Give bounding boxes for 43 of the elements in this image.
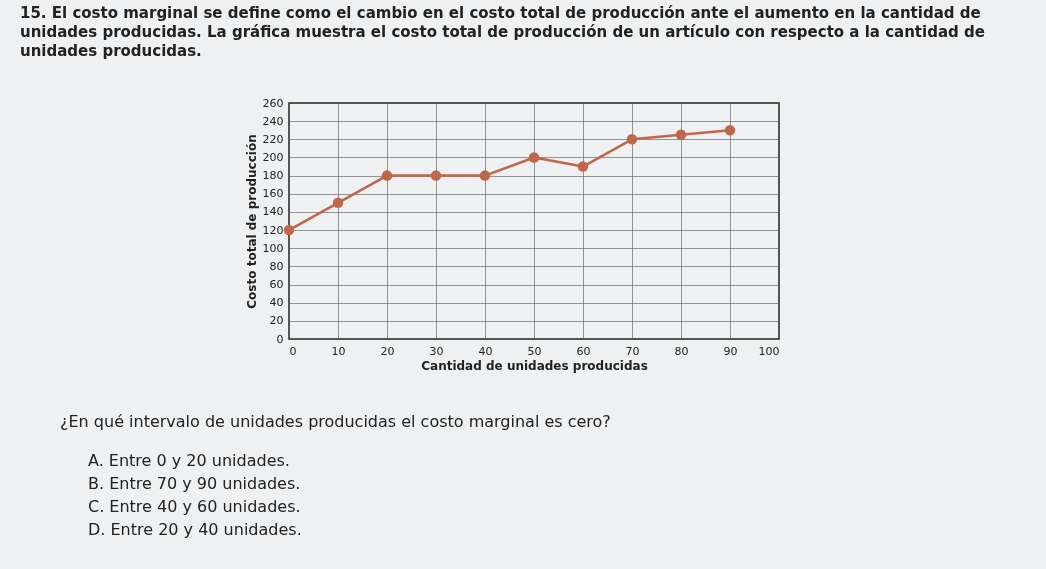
x-tick-label: 100 [758,344,780,358]
y-tick-label: 220 [262,132,284,146]
text: D. Entre 20 y 40 unidades. [87,519,303,541]
chart-title: 15. El costo marginal se define como el cambio en el costo total de producción ante el aumento en la cantidad de unidades producidas. La gráfica muestra el costo total de producción de un artículo con respecto a la cantidad de unidades producidas. [20,4,986,61]
x-tick-label: 10 [331,344,346,358]
x-tick-label: 50 [527,344,542,358]
y-tick-label: 180 [262,169,284,183]
y-axis-title: Costo total de producción [244,134,259,309]
x-tick-label: 80 [674,344,689,358]
y-tick-label: 200 [262,150,284,164]
point [626,134,638,145]
y-tick-label: 140 [262,205,284,219]
x-tick-label: 20 [380,344,395,358]
text: ¿En qué intervalo de unidades producidas el costo marginal es cero? [60,411,611,433]
x-tick-label: 90 [723,344,738,358]
x-tick-label: 40 [478,344,493,358]
y-tick-label: 20 [269,314,284,328]
point [577,161,589,172]
y-tick-label: 120 [262,223,284,237]
y-tick-label: 40 [269,296,284,310]
point [332,197,344,209]
text: B. Entre 70 y 90 unidades. [87,473,302,495]
point [675,129,687,140]
point [381,170,393,181]
y-tick-label: 260 [262,96,284,110]
x-axis-title: Cantidad de unidades producidas [421,358,648,373]
point [283,224,295,236]
y-tick-label: 240 [262,114,284,128]
text: C. Entre 40 y 60 unidades. [87,496,302,518]
x-tick-label: 0 [289,344,297,358]
y-tick-label: 0 [276,332,284,346]
y-tick-label: 160 [262,187,284,201]
x-tick-label: 70 [625,344,640,358]
y-tick-label: 100 [262,241,284,255]
point [430,170,442,181]
text: A. Entre 0 y 20 unidades. [87,450,291,472]
y-tick-label: 60 [269,278,284,292]
y-tick-label: 80 [269,259,284,273]
point [724,125,736,136]
x-tick-label: 60 [576,344,591,358]
x-tick-label: 30 [429,344,444,358]
point [479,170,491,181]
point [528,152,540,163]
